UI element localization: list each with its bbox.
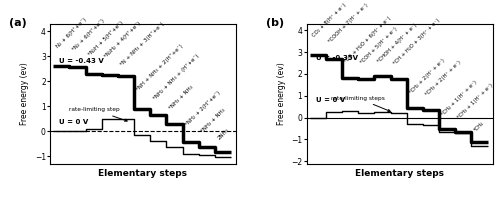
Text: U = 0 V: U = 0 V <box>316 97 345 103</box>
Text: *CH + H₂O + 3(H⁺ + e⁻): *CH + H₂O + 3(H⁺ + e⁻) <box>392 18 440 66</box>
Text: U = 0 V: U = 0 V <box>60 119 88 125</box>
Text: *N + NH₃ + 3(H⁺+e⁻): *N + NH₃ + 3(H⁺+e⁻) <box>120 21 166 67</box>
Text: *COOH + 7(H⁺ + e⁻): *COOH + 7(H⁺ + e⁻) <box>328 3 369 44</box>
Text: U = -0.43 V: U = -0.43 V <box>60 58 104 64</box>
Text: *CO + H₂O + 6(H⁺ + e⁻): *CO + H₂O + 6(H⁺ + e⁻) <box>344 16 393 64</box>
Text: CO₂ + 8(H⁺ + e⁻): CO₂ + 8(H⁺ + e⁻) <box>312 2 347 38</box>
Text: *N₂ + 6(H⁺+e⁻): *N₂ + 6(H⁺+e⁻) <box>71 18 105 52</box>
Y-axis label: Free energy (ev): Free energy (ev) <box>20 62 29 125</box>
Text: *NH₂ + 2(H⁺+e⁻): *NH₂ + 2(H⁺+e⁻) <box>184 90 221 127</box>
Text: *CH₄: *CH₄ <box>473 121 486 133</box>
Text: *CH₂ + 2(H⁺ + e⁻): *CH₂ + 2(H⁺ + e⁻) <box>408 57 446 95</box>
Text: (a): (a) <box>9 18 27 28</box>
Text: *CH₃ + 1(H⁺ + e⁻): *CH₃ + 1(H⁺ + e⁻) <box>457 82 494 120</box>
Text: *NH₃ + NH₃: *NH₃ + NH₃ <box>200 107 226 134</box>
Text: *CH₄ + 1(H⁺ + e⁻): *CH₄ + 1(H⁺ + e⁻) <box>441 79 478 116</box>
X-axis label: Elementary steps: Elementary steps <box>355 169 444 178</box>
Text: (b): (b) <box>266 18 284 28</box>
Text: *NH₂ + NH₃ + (H⁺+e⁻): *NH₂ + NH₃ + (H⁺+e⁻) <box>152 53 200 101</box>
Text: *NH₃ + NH₃: *NH₃ + NH₃ <box>168 85 194 111</box>
Text: *COH + 5(H⁺ + e⁻): *COH + 5(H⁺ + e⁻) <box>360 26 399 65</box>
Y-axis label: Free energy (ev): Free energy (ev) <box>276 62 285 125</box>
Text: rate-limiting step: rate-limiting step <box>70 107 127 121</box>
Text: U = -0.35V: U = -0.35V <box>316 55 358 61</box>
X-axis label: Elementary steps: Elementary steps <box>98 169 188 178</box>
Text: *CH₃ + 2(H⁺ + e⁻): *CH₃ + 2(H⁺ + e⁻) <box>424 59 462 97</box>
Text: rate-limiting steps: rate-limiting steps <box>331 96 390 112</box>
Text: *CHOH + 4(H⁺ + e⁻): *CHOH + 4(H⁺ + e⁻) <box>376 22 418 64</box>
Text: *N₂H + 5(H⁺+e⁻): *N₂H + 5(H⁺+e⁻) <box>87 20 124 57</box>
Text: N₂ + 6(H⁺+e⁻): N₂ + 6(H⁺+e⁻) <box>55 17 87 49</box>
Text: *NH + NH₃ + 2(H⁺+e⁻): *NH + NH₃ + 2(H⁺+e⁻) <box>136 44 184 92</box>
Text: 2NH₃: 2NH₃ <box>216 128 230 141</box>
Text: *N₂H₂ + 4(H⁺+e⁻): *N₂H₂ + 4(H⁺+e⁻) <box>104 20 142 59</box>
